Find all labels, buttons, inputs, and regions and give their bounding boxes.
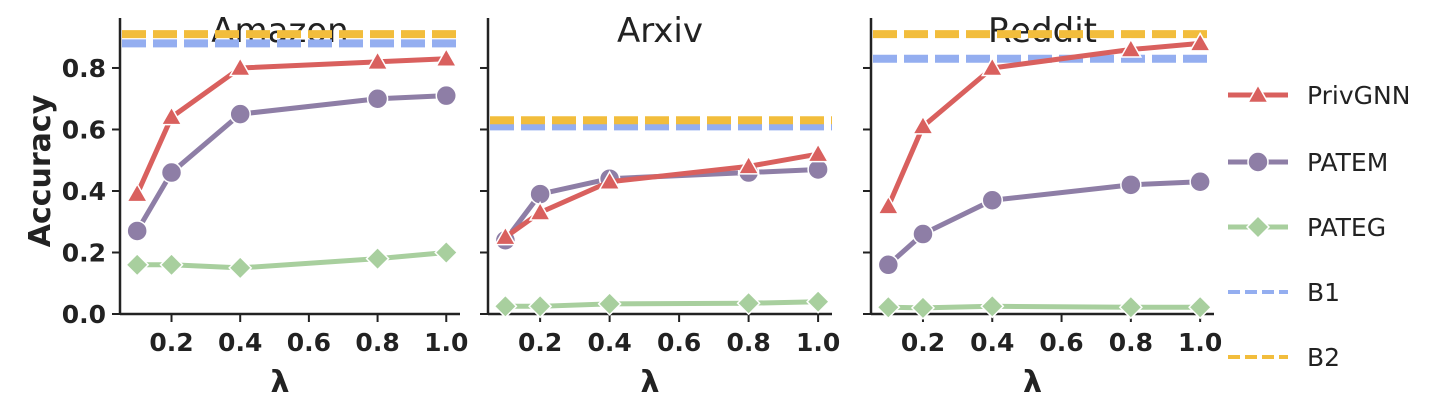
data-point-pateg: [806, 289, 831, 314]
series-line-pateg: [134, 249, 449, 271]
x-tick-label: 0.4: [970, 328, 1014, 357]
series-line-privgnn: [134, 56, 449, 197]
series-line-patem: [134, 93, 449, 234]
y-tick-label: 0.4: [62, 177, 106, 206]
x-tick-label: 0.4: [218, 328, 262, 357]
data-point-privgnn: [598, 170, 621, 191]
data-point-patem: [912, 223, 934, 245]
data-point-privgnn: [1119, 38, 1143, 58]
legend-marker-patem: [1247, 151, 1269, 173]
data-point-patem: [366, 87, 389, 110]
legend-label: PATEM: [1307, 148, 1388, 177]
data-point-privgnn: [125, 182, 149, 203]
data-point-patem: [807, 158, 829, 181]
data-point-patem: [877, 254, 900, 276]
data-point-patem: [126, 220, 148, 242]
x-axis-title: λ: [641, 365, 660, 400]
data-point-privgnn: [911, 114, 935, 135]
series-line-privgnn: [502, 151, 821, 240]
y-tick-label: 0.2: [62, 238, 106, 267]
x-tick-label: 1.0: [796, 328, 840, 357]
data-point-privgnn: [806, 142, 830, 163]
legend: PrivGNN PATEM PATEG B1 B2: [1228, 81, 1410, 372]
data-point-pateg: [528, 294, 553, 319]
data-point-pateg: [434, 240, 459, 265]
y-tick-label: 0.8: [62, 54, 106, 83]
data-point-patem: [435, 84, 458, 107]
y-axis-title: Accuracy: [23, 94, 58, 247]
legend-marker-pateg: [1245, 214, 1271, 240]
legend-label: PrivGNN: [1307, 81, 1410, 110]
data-point-patem: [160, 161, 183, 184]
x-tick-label: 1.0: [1178, 328, 1222, 357]
data-point-pateg: [125, 252, 150, 277]
data-point-privgnn: [877, 194, 900, 215]
panel-amazon: Amazon0.00.20.40.60.80.20.40.60.81.0λ: [62, 11, 469, 400]
x-tick-label: 0.6: [1039, 328, 1083, 357]
legend-marker-privgnn: [1246, 83, 1270, 104]
data-point-privgnn: [434, 47, 458, 68]
data-point-patem: [981, 189, 1004, 211]
y-tick-label: 0.6: [62, 115, 106, 144]
data-point-pateg: [228, 255, 253, 280]
data-point-privgnn: [737, 154, 760, 175]
data-point-privgnn: [528, 201, 552, 221]
data-point-pateg: [1188, 295, 1213, 320]
x-tick-label: 0.2: [149, 328, 193, 357]
data-point-pateg: [736, 291, 761, 316]
data-point-pateg: [493, 294, 518, 319]
data-point-privgnn: [366, 50, 389, 71]
data-point-patem: [229, 103, 251, 125]
legend-label: B1: [1307, 278, 1340, 307]
legend-label: PATEG: [1307, 213, 1386, 242]
panel-title: Arxiv: [617, 11, 703, 51]
x-tick-label: 1.0: [424, 328, 468, 357]
data-point-pateg: [876, 295, 901, 320]
panel-reddit: Reddit0.20.40.60.81.0λ: [863, 11, 1222, 400]
data-point-pateg: [1118, 295, 1143, 320]
legend-label: B2: [1307, 343, 1340, 372]
data-point-pateg: [597, 291, 622, 316]
x-axis-title: λ: [271, 365, 290, 400]
data-point-patem: [1189, 171, 1211, 193]
y-tick-label: 0.0: [62, 300, 106, 329]
series-line-patem: [885, 179, 1203, 268]
data-point-pateg: [159, 252, 184, 277]
x-tick-label: 0.8: [726, 328, 770, 357]
series-line-pateg: [885, 303, 1203, 311]
series-line-pateg: [502, 299, 821, 309]
data-point-privgnn: [228, 56, 252, 77]
data-point-privgnn: [160, 105, 183, 126]
data-point-pateg: [365, 246, 390, 271]
x-axis-title: λ: [1023, 365, 1042, 400]
x-tick-label: 0.6: [287, 328, 331, 357]
data-point-privgnn: [494, 225, 517, 246]
x-tick-label: 0.2: [518, 328, 562, 357]
data-point-privgnn: [980, 56, 1004, 77]
x-tick-label: 0.8: [1109, 328, 1153, 357]
data-point-privgnn: [1188, 31, 1212, 52]
x-tick-label: 0.2: [901, 328, 945, 357]
x-tick-label: 0.6: [657, 328, 701, 357]
data-point-pateg: [910, 295, 936, 320]
x-tick-label: 0.4: [587, 328, 631, 357]
x-tick-label: 0.8: [355, 328, 399, 357]
panel-arxiv: Arxiv 0.2 0.4 0.6 0.8 1.0 λ: [480, 11, 840, 400]
data-point-patem: [1120, 174, 1142, 196]
data-point-pateg: [980, 294, 1005, 319]
